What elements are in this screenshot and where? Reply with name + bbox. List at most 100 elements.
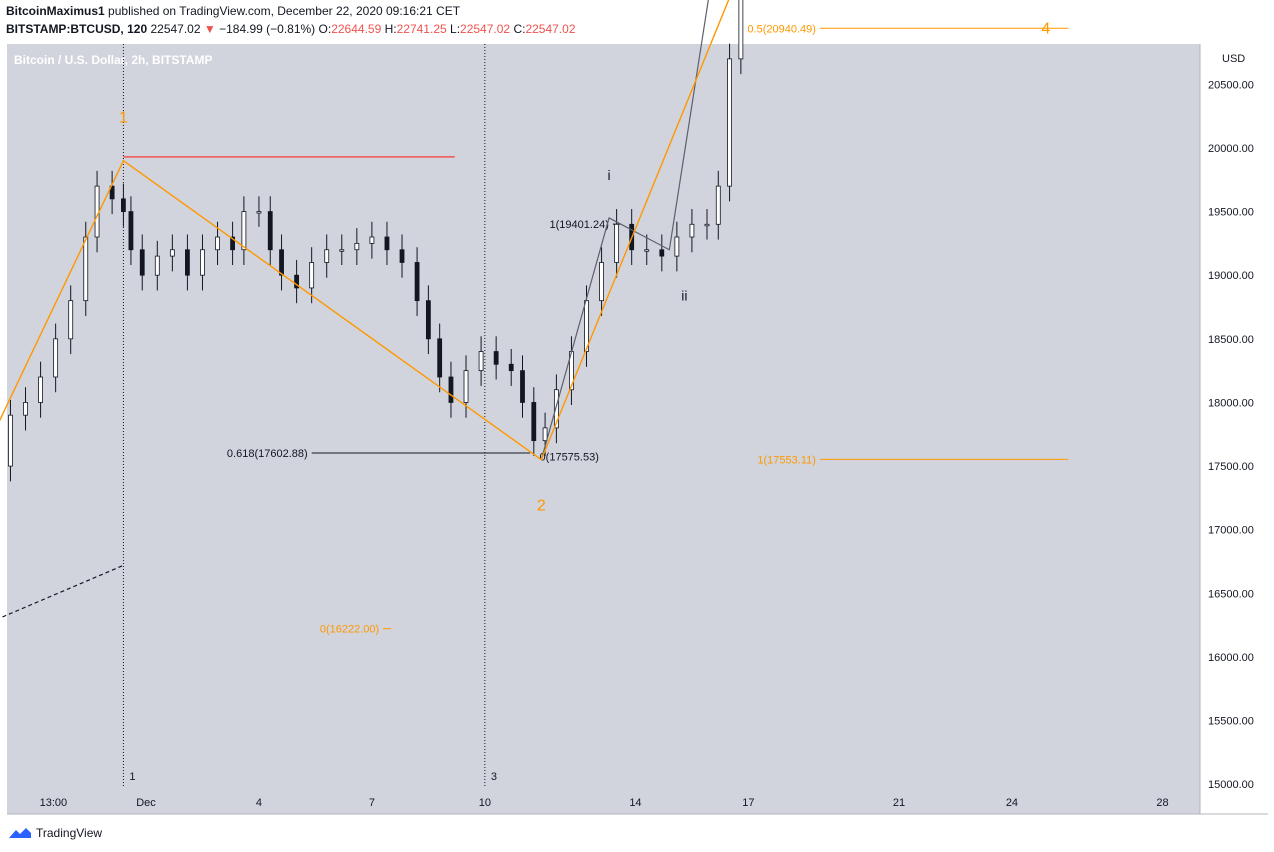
candle-body — [369, 236, 375, 244]
author-name[interactable]: BitcoinMaximus1 — [6, 4, 105, 18]
x-tick-label: 13:00 — [40, 797, 68, 809]
sub-wave-path — [540, 0, 709, 460]
price-change: −184.99 (−0.81%) — [219, 22, 316, 36]
candle-body — [53, 338, 59, 378]
x-tick-label: 21 — [893, 797, 905, 809]
fib-level-label: 0(16222.00) — [320, 624, 379, 636]
x-tick-label: 17 — [742, 797, 754, 809]
candle-body — [674, 236, 680, 257]
publish-info: BitcoinMaximus1 published on TradingView… — [6, 4, 460, 18]
y-tick-label: 18000.00 — [1208, 397, 1254, 409]
high-label: H: — [384, 22, 397, 36]
vertical-marker-label: 1 — [129, 771, 135, 783]
vertical-marker-label: 3 — [491, 771, 497, 783]
y-tick-label: 17500.00 — [1208, 461, 1254, 473]
candle-body — [727, 58, 732, 187]
candle-body — [8, 414, 13, 467]
candle-body — [425, 300, 431, 340]
chart-title: Bitcoin / U.S. Dollar, 2h, BITSTAMP — [14, 53, 212, 67]
candle-body — [614, 223, 620, 263]
symbol-info: BITSTAMP:BTCUSD, 120 22547.02 ▼ −184.99 … — [6, 22, 576, 36]
x-tick-label: 24 — [1006, 797, 1018, 809]
candle-body — [294, 274, 300, 289]
candle-body — [738, 0, 744, 60]
candle-body — [128, 211, 134, 251]
x-tick-label: 4 — [256, 797, 262, 809]
candle-body — [324, 249, 330, 263]
candle-body — [599, 262, 604, 302]
y-tick-label: 19000.00 — [1208, 270, 1254, 282]
open-value: 22644.59 — [331, 22, 382, 36]
candle-body — [83, 236, 89, 302]
fib-level-label: 0.618(17602.88) — [227, 448, 308, 460]
y-tick-label: 15500.00 — [1208, 716, 1254, 728]
symbol[interactable]: BITSTAMP:BTCUSD, 120 — [6, 22, 148, 36]
y-tick-label: 18500.00 — [1208, 334, 1254, 346]
wave-label: 1 — [119, 110, 128, 127]
fib-level-label: 1(19401.24) — [550, 219, 609, 231]
candle-body — [384, 236, 390, 251]
y-tick-label: 16000.00 — [1208, 652, 1254, 664]
candle-body — [644, 249, 650, 252]
candle-body — [256, 211, 262, 214]
fib-level-label: 1(17553.11) — [757, 454, 816, 466]
candle-body — [309, 262, 315, 289]
candle-body — [659, 249, 665, 257]
price-series — [8, 0, 744, 482]
x-tick-label: 7 — [369, 797, 375, 809]
candle-body — [478, 351, 484, 372]
candle-body — [704, 223, 710, 227]
y-tick-label: 16500.00 — [1208, 588, 1254, 600]
wave-label: ii — [681, 288, 687, 304]
y-tick-label: 20500.00 — [1208, 79, 1254, 91]
open-label: O: — [318, 22, 332, 36]
candle-body — [68, 300, 74, 340]
candle-body — [23, 402, 28, 416]
candle-body — [493, 351, 499, 365]
tradingview-logo-icon — [9, 828, 31, 838]
low-value: 22547.02 — [460, 22, 511, 36]
x-tick-label: 14 — [629, 797, 641, 809]
x-tick-label: Dec — [136, 797, 156, 809]
wave-label: 4 — [1041, 20, 1050, 37]
candle-body — [267, 211, 273, 251]
candle-body — [437, 338, 443, 378]
candle-body — [230, 236, 235, 251]
published-text: published on TradingView.com, December 2… — [108, 4, 461, 18]
candle-body — [121, 198, 126, 212]
down-arrow-icon: ▼ — [203, 22, 216, 36]
candle-body — [520, 370, 525, 403]
tradingview-brand[interactable]: TradingView — [8, 826, 102, 840]
candle-body — [414, 262, 420, 302]
y-tick-label: 15000.00 — [1208, 779, 1254, 791]
candle-body — [399, 249, 405, 263]
price-axis — [1200, 44, 1268, 814]
y-tick-label: 19500.00 — [1208, 207, 1254, 219]
candle-body — [339, 249, 345, 252]
main-wave-path — [0, 0, 730, 461]
candle-body — [185, 249, 190, 276]
candle-body — [241, 211, 247, 251]
fib-level-label: 0.5(20940.49) — [747, 23, 816, 35]
currency-label: USD — [1222, 53, 1245, 65]
high-value: 22741.25 — [396, 22, 447, 36]
candle-body — [542, 427, 548, 442]
y-tick-label: 17000.00 — [1208, 525, 1254, 537]
wave-label: i — [608, 167, 611, 183]
candle-body — [448, 376, 454, 403]
candle-body — [553, 389, 559, 429]
y-tick-label: 20000.00 — [1208, 143, 1254, 155]
x-tick-label: 28 — [1156, 797, 1168, 809]
candle-body — [139, 249, 145, 276]
candle-body — [715, 185, 721, 225]
close-value: 22547.02 — [525, 22, 576, 36]
plot-area — [7, 44, 1200, 814]
dashed-trend-line — [0, 564, 124, 619]
candle-body — [200, 249, 205, 276]
candle-body — [463, 370, 469, 403]
fib-level-label: 0(17575.53) — [540, 451, 599, 463]
candle-body — [215, 236, 220, 251]
candle-body — [169, 249, 175, 257]
wave-label: 2 — [537, 498, 546, 515]
